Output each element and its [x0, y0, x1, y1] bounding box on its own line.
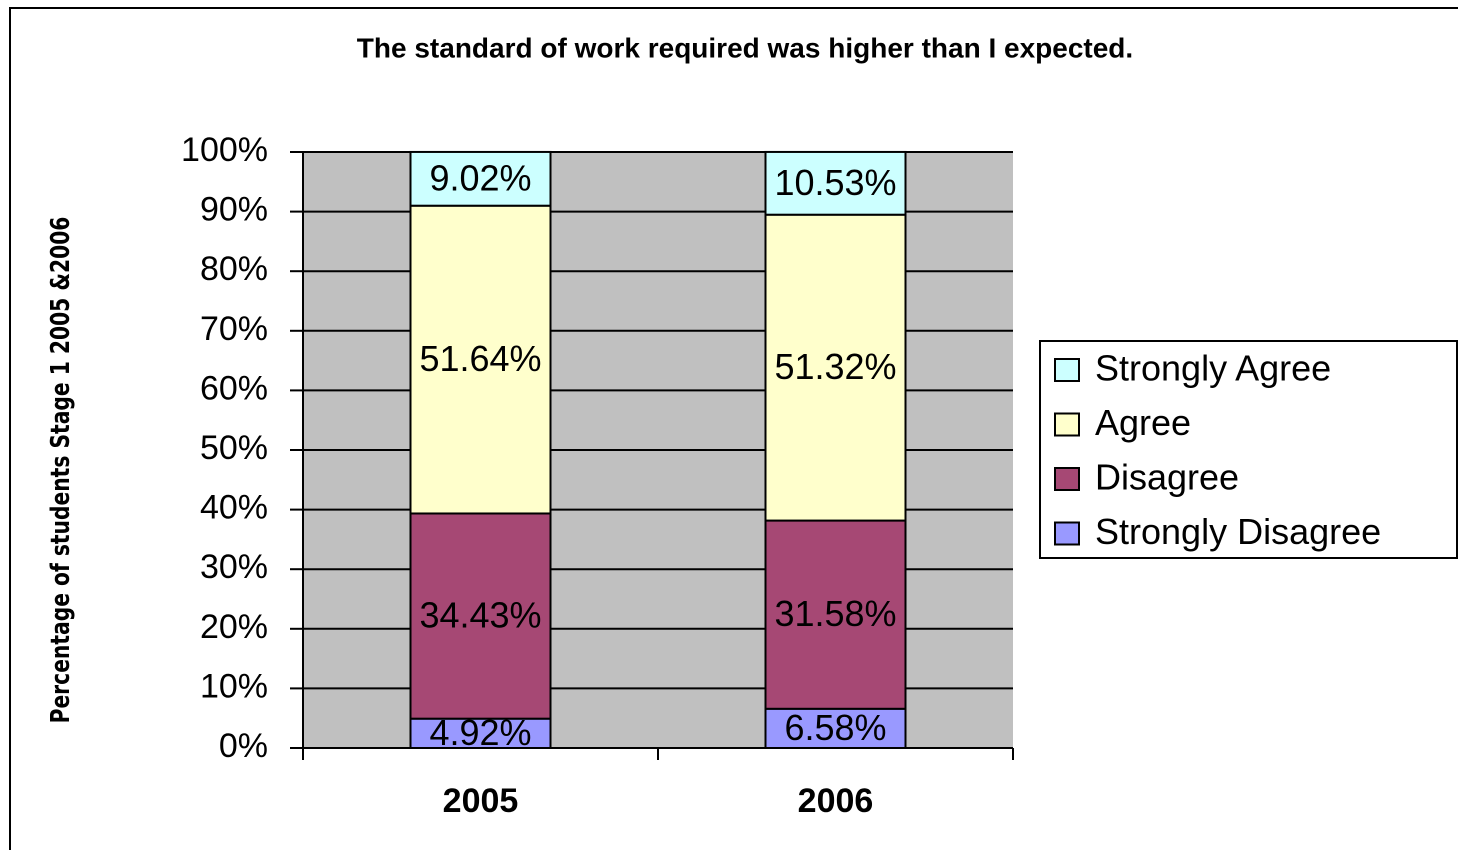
y-tick-label: 60% [200, 369, 268, 407]
y-tick-label: 50% [200, 429, 268, 467]
bar-segment [764, 213, 907, 522]
legend-label: Strongly Agree [1095, 348, 1331, 389]
legend-label: Disagree [1095, 457, 1239, 498]
bar-segment [764, 150, 907, 216]
y-axis-label: Percentage of students Stage 1 2005 &200… [46, 217, 76, 724]
legend-label: Strongly Disagree [1095, 511, 1381, 552]
legend-label: Agree [1095, 402, 1191, 443]
legend-swatch [1054, 521, 1080, 546]
y-tick-label: 0% [219, 727, 268, 765]
value-label: 51.32% [774, 346, 896, 387]
bar-segment [764, 519, 907, 710]
bar-segment [764, 707, 907, 750]
legend-swatch [1054, 467, 1080, 491]
value-label: 31.58% [774, 593, 896, 634]
legend-swatch [1054, 412, 1080, 437]
value-label: 6.58% [784, 707, 886, 748]
bar-segment [409, 512, 552, 720]
frame [9, 7, 1458, 850]
value-label: 34.43% [419, 595, 541, 636]
y-tick-label: 10% [200, 667, 268, 705]
value-label: 10.53% [774, 162, 896, 203]
x-tick-label: 2006 [798, 782, 874, 820]
value-label: 51.64% [419, 338, 541, 379]
y-tick-label: 30% [200, 548, 268, 586]
y-tick-label: 20% [200, 608, 268, 646]
y-tick-label: 40% [200, 489, 268, 527]
bar-segment [409, 150, 552, 207]
legend-box [1039, 340, 1458, 559]
chart-title: The standard of work required was higher… [357, 32, 1133, 63]
bar-segment [409, 204, 552, 515]
legend-swatch [1054, 358, 1080, 382]
y-tick-label: 80% [200, 250, 268, 288]
y-tick-label: 90% [200, 191, 268, 229]
y-tick-label: 70% [200, 310, 268, 348]
x-tick-label: 2005 [443, 782, 519, 820]
y-tick-label: 100% [181, 131, 268, 169]
value-label: 9.02% [429, 157, 531, 198]
